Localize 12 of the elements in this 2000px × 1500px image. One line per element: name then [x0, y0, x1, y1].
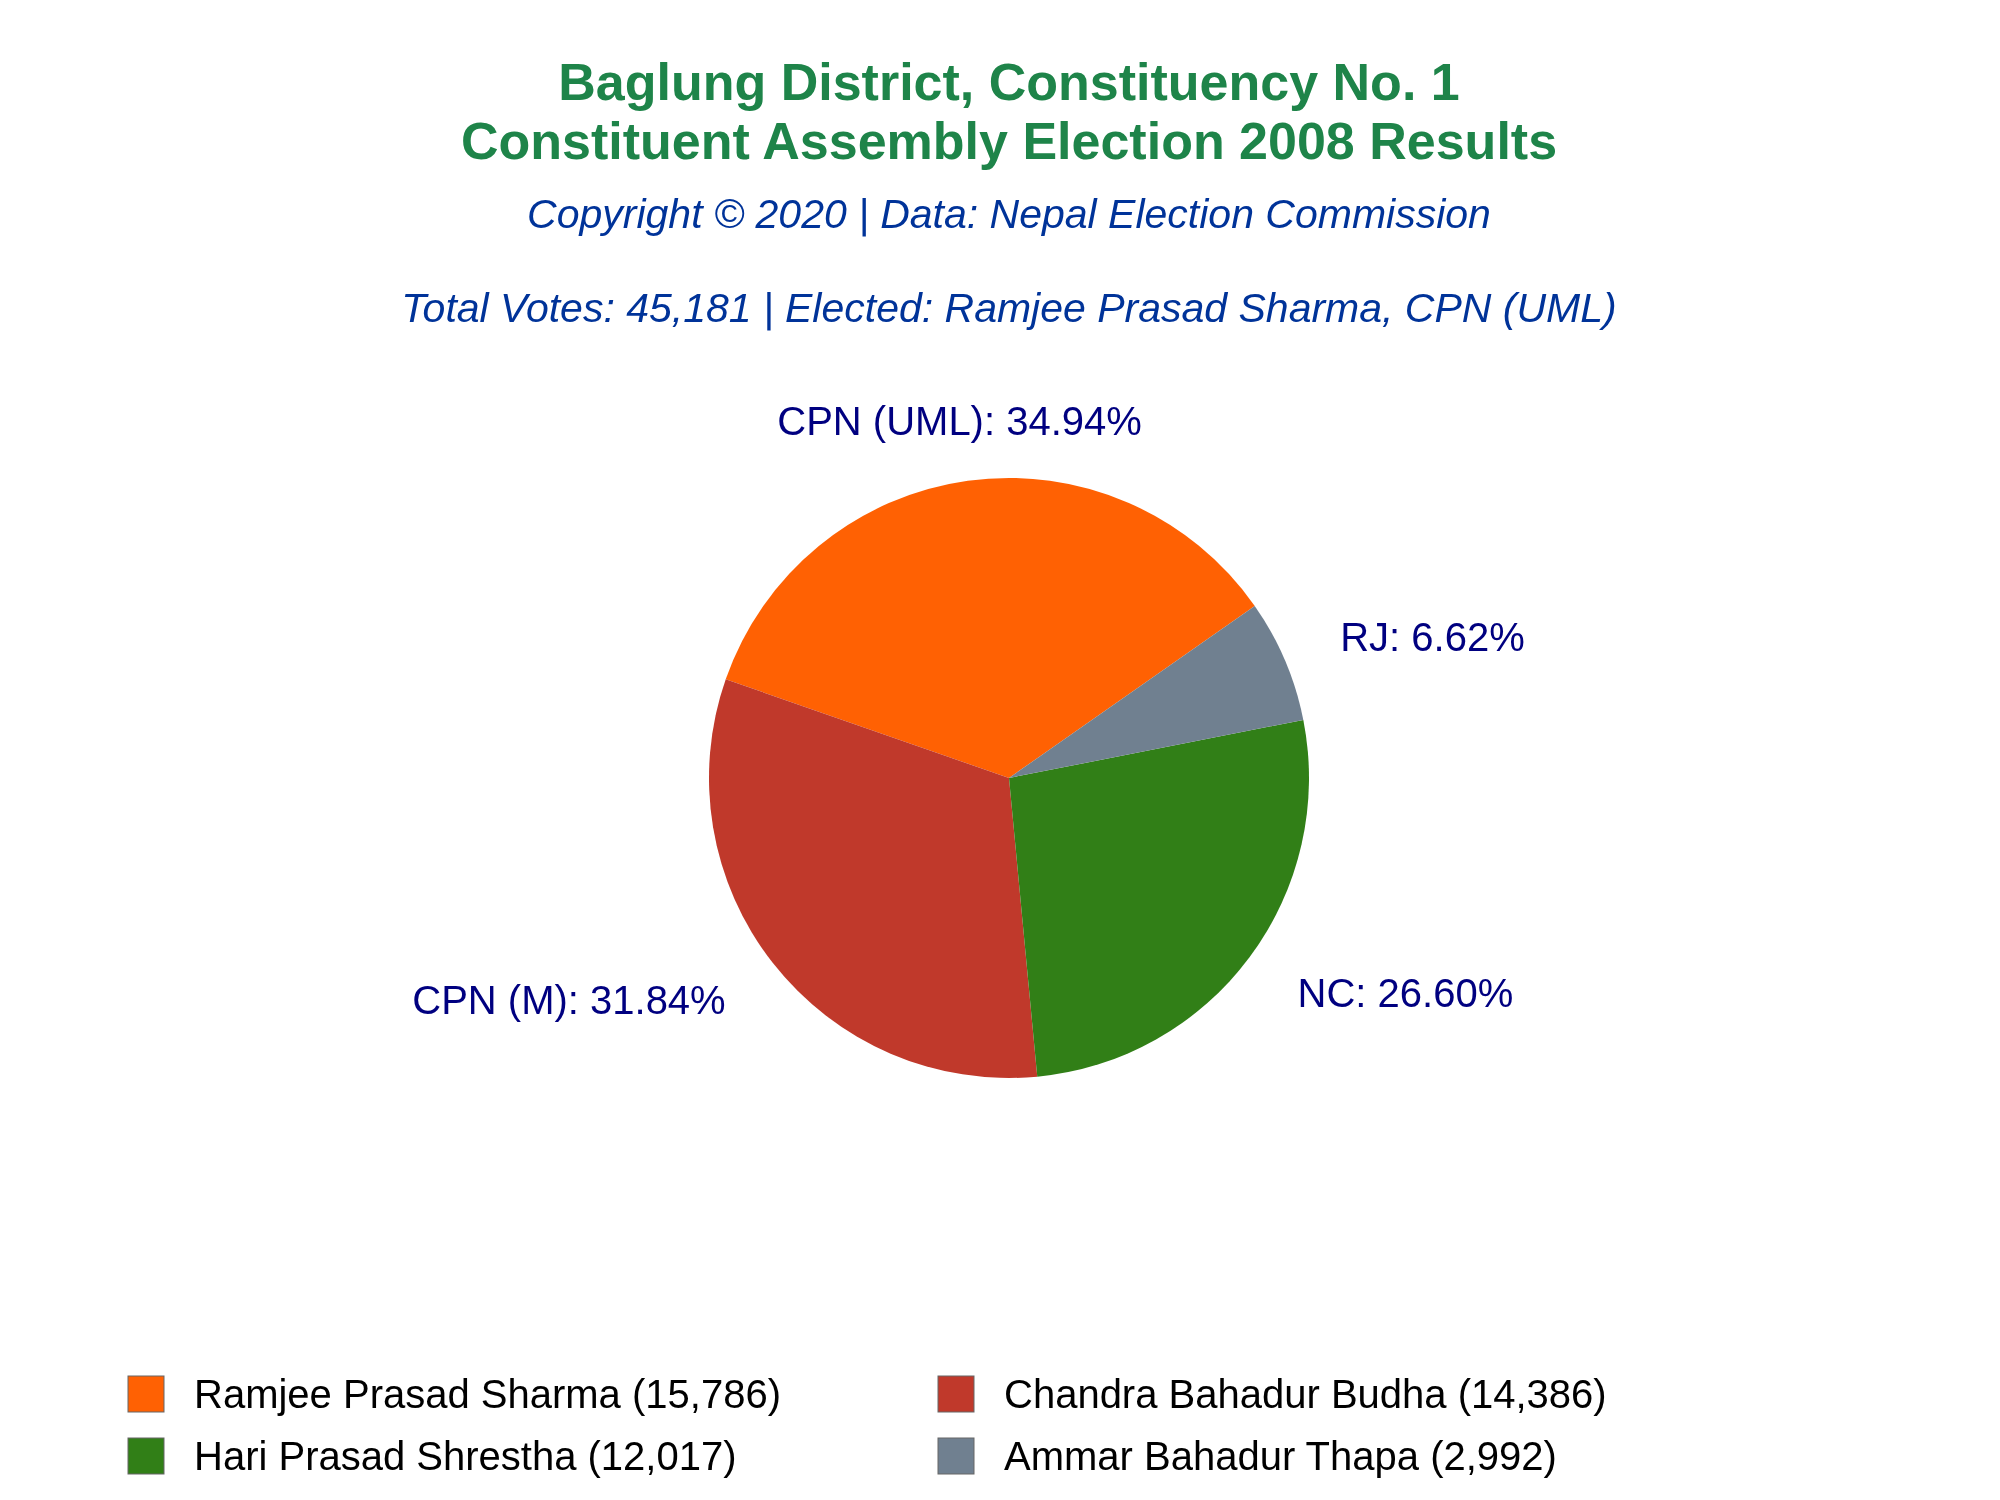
data-label: NC: 26.60% — [1297, 971, 1514, 1016]
pie-slice — [1009, 605, 1304, 778]
data-label: CPN (M): 31.84% — [412, 978, 726, 1023]
pie-slice — [725, 478, 1255, 778]
chart-subtitle: Copyright © 2020 | Data: Nepal Election Commission Total Votes: 45,181 | Elected: Ramjee Prasad Sharma, CPN (UML) — [401, 191, 1617, 331]
legend-label: Ramjee Prasad Sharma (15,786) — [194, 1372, 781, 1416]
legend-label: Ammar Bahadur Thapa (2,992) — [1004, 1434, 1557, 1478]
data-label: CPN (UML): 34.94% — [777, 399, 1142, 444]
legend-label: Chandra Bahadur Budha (14,386) — [1004, 1372, 1607, 1416]
legend-label: Hari Prasad Shrestha (12,017) — [194, 1434, 737, 1478]
data-label: RJ: 6.62% — [1340, 614, 1525, 659]
chart-title: Baglung District, Constituency No. 1 Constituent Assembly Election 2008 Results — [460, 53, 1558, 170]
